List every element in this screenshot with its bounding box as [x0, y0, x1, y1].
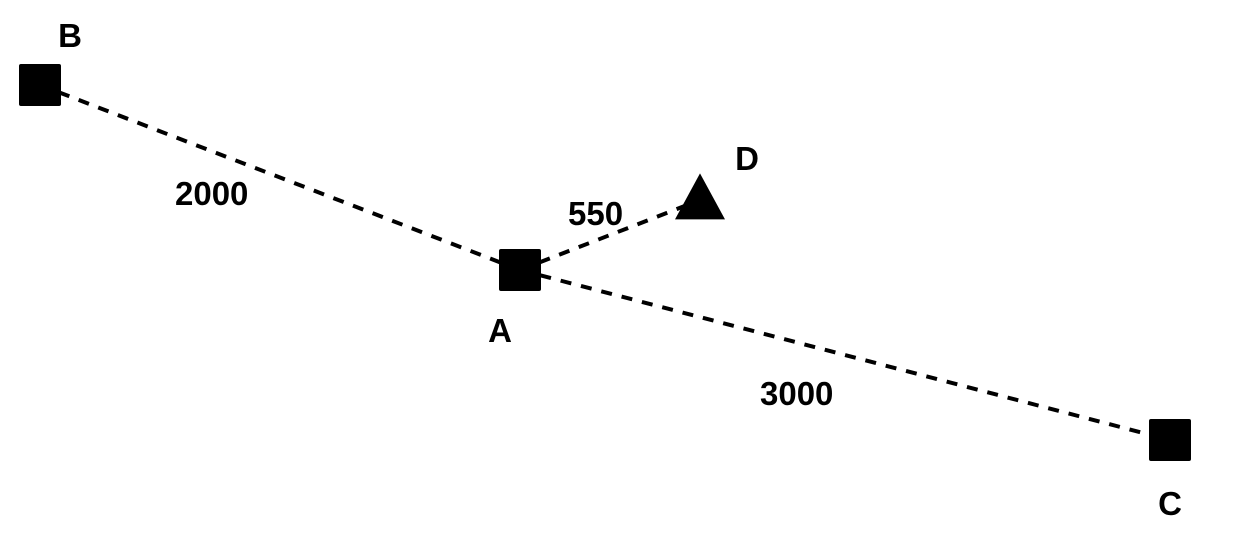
edges-layer: 2000 550 3000: [40, 85, 1170, 440]
node-label-D: D: [735, 140, 759, 177]
network-diagram: 2000 550 3000 A B C D: [0, 0, 1240, 546]
node-label-B: B: [58, 17, 82, 54]
edge-A-C: [520, 270, 1170, 440]
node-A: [499, 249, 541, 291]
node-B: [19, 64, 61, 106]
edge-weight-A-C: 3000: [760, 375, 833, 412]
node-label-A: A: [488, 312, 512, 349]
edge-weight-A-B: 2000: [175, 175, 248, 212]
nodes-layer: A B C D: [19, 17, 1191, 522]
edge-A-B: [40, 85, 520, 270]
node-label-C: C: [1158, 485, 1182, 522]
node-D: [675, 173, 725, 219]
node-C: [1149, 419, 1191, 461]
diagram-stage: 2000 550 3000 A B C D: [0, 0, 1240, 546]
edge-weight-A-D: 550: [568, 195, 623, 232]
